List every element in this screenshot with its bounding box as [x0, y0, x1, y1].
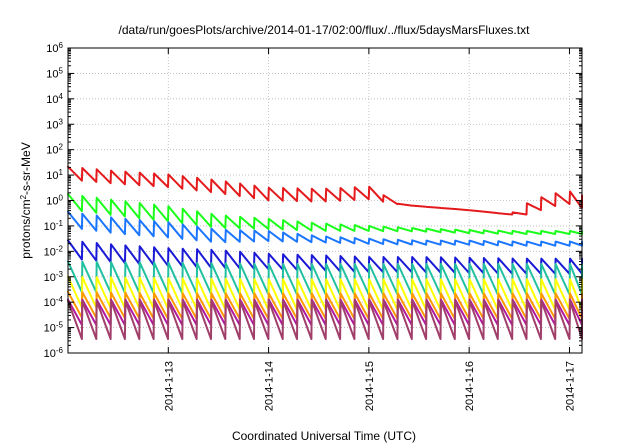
x-axis-label: Coordinated Universal Time (UTC)	[232, 429, 416, 443]
flux-series-line	[67, 275, 583, 311]
y-tick-label: 106	[46, 41, 63, 56]
data-series	[67, 165, 583, 340]
flux-series-line	[67, 299, 583, 340]
y-tick-label: 105	[46, 66, 63, 81]
y-tick-base: 10	[46, 94, 58, 106]
flux-series-line	[67, 239, 583, 275]
y-tick-label: 104	[46, 91, 63, 106]
y-tick-base: 10	[44, 246, 56, 258]
y-tick-label: 101	[46, 168, 63, 183]
y-tick-base: 10	[46, 145, 58, 157]
flux-series-line	[67, 193, 583, 235]
y-tick-exponent: 4	[59, 91, 64, 100]
y-axis-label-post: -s-sr-MeV	[19, 142, 33, 195]
y-tick-label: 10-5	[44, 320, 64, 335]
y-tick-exponent: 1	[59, 168, 64, 177]
y-axis-label-sup: 2	[19, 194, 28, 199]
flux-series-line	[67, 165, 583, 216]
y-tick-base: 10	[46, 170, 58, 182]
y-tick-exponent: -2	[56, 244, 64, 253]
y-tick-labels: 10-610-510-410-310-210-11001011021031041…	[44, 41, 64, 361]
x-tick-labels: 2014-1-13 2014-1-14 2014-1-15 2014-1-16 2014…	[163, 361, 576, 411]
y-tick-exponent: 5	[59, 66, 64, 75]
y-tick-label: 100	[46, 193, 63, 208]
y-tick-exponent: -4	[56, 295, 64, 304]
flux-series-line	[67, 260, 583, 296]
y-tick-base: 10	[44, 221, 56, 233]
y-tick-base: 10	[46, 43, 58, 55]
x-tick-label: 2014-1-15	[364, 361, 376, 411]
y-tick-base: 10	[44, 348, 56, 360]
y-tick-base: 10	[44, 272, 56, 284]
y-tick-exponent: -5	[56, 320, 64, 329]
x-tick-label: 2014-1-13	[163, 361, 175, 411]
y-tick-base: 10	[46, 196, 58, 208]
x-tick-label: 2014-1-17	[564, 361, 576, 411]
flux-series-line	[67, 210, 583, 247]
y-tick-exponent: -3	[56, 269, 64, 278]
y-axis-label: protons/cm2-s-sr-MeV	[19, 142, 34, 258]
y-tick-label: 10-2	[44, 244, 64, 258]
y-tick-label: 102	[46, 142, 63, 157]
y-tick-exponent: -1	[56, 218, 64, 227]
flux-series-line	[67, 298, 583, 326]
y-tick-base: 10	[46, 119, 58, 131]
y-tick-base: 10	[44, 297, 56, 309]
x-tick-label: 2014-1-14	[264, 361, 276, 411]
y-tick-exponent: 6	[59, 41, 64, 50]
x-tick-label: 2014-1-16	[464, 361, 476, 411]
y-tick-exponent: -6	[56, 346, 64, 355]
plot-frame	[67, 47, 583, 354]
y-tick-label: 10-6	[44, 346, 64, 361]
chart-title: /data/run/goesPlots/archive/2014-01-17/0…	[119, 23, 531, 37]
y-tick-exponent: 0	[59, 193, 64, 202]
flux-series-line	[67, 290, 583, 320]
y-tick-base: 10	[44, 323, 56, 335]
y-tick-label: 10-4	[44, 295, 64, 310]
y-tick-label: 10-3	[44, 269, 64, 284]
y-tick-exponent: 3	[59, 117, 64, 126]
y-tick-label: 103	[46, 117, 63, 132]
y-tick-base: 10	[46, 68, 58, 80]
y-axis-label-pre: protons/cm	[19, 199, 33, 258]
y-tick-exponent: 2	[59, 142, 64, 151]
y-tick-label: 10-1	[44, 218, 64, 233]
